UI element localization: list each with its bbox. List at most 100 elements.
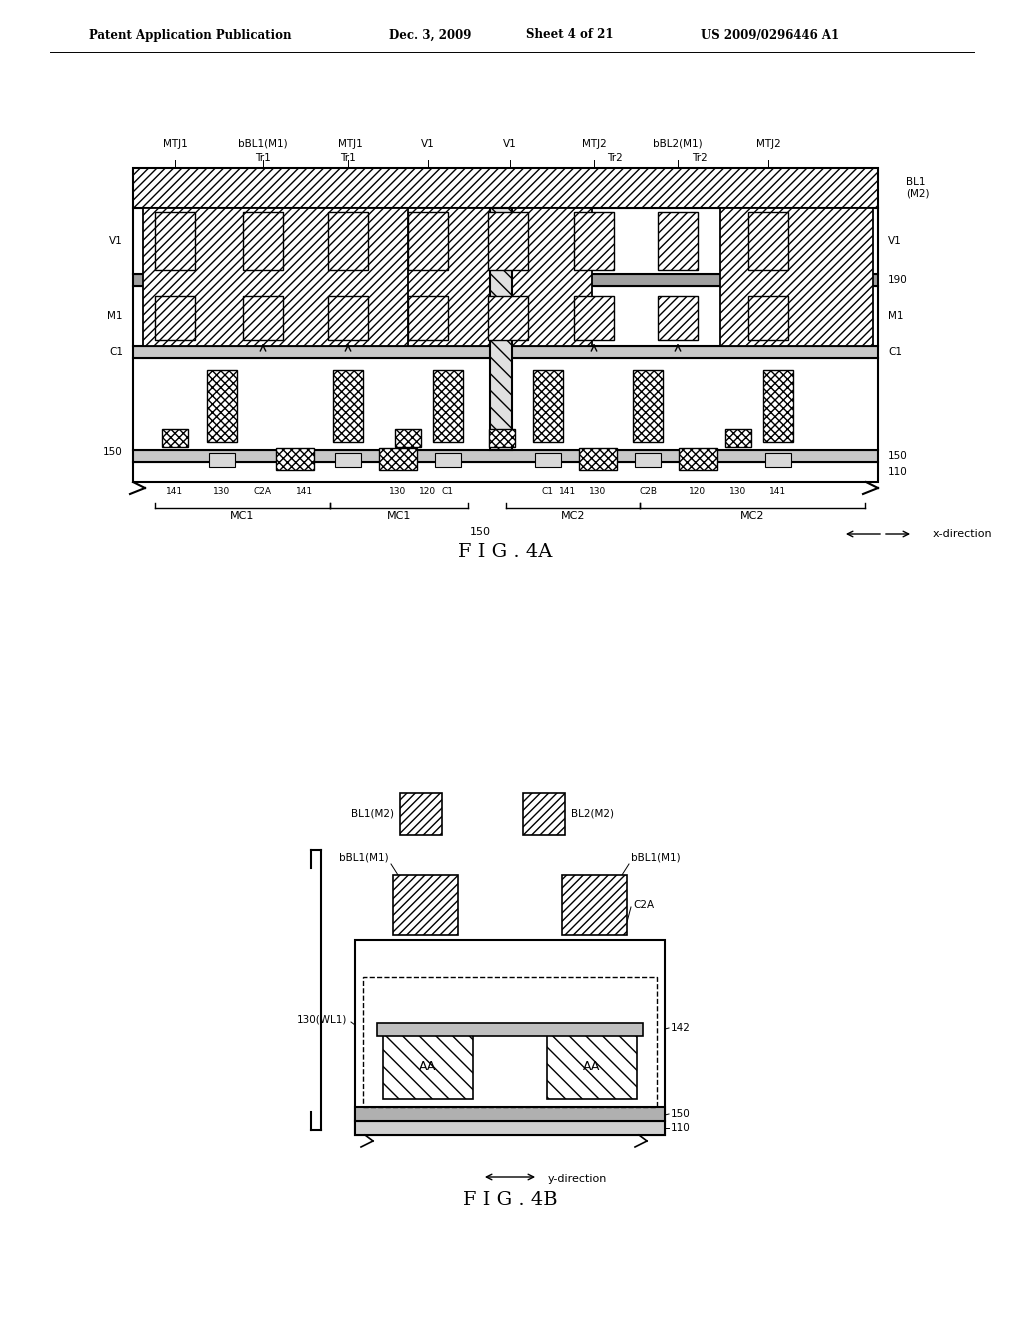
Bar <box>510 209 592 346</box>
Text: 130: 130 <box>389 487 407 496</box>
Text: 150: 150 <box>469 527 490 537</box>
Text: 141: 141 <box>769 487 786 496</box>
Bar <box>547 1034 637 1100</box>
Text: MC1: MC1 <box>230 511 255 521</box>
Bar <box>328 296 368 341</box>
Text: F I G . 4B: F I G . 4B <box>463 1191 557 1209</box>
Bar <box>243 296 283 341</box>
Bar <box>725 429 751 447</box>
Bar <box>393 875 458 935</box>
Text: Patent Application Publication: Patent Application Publication <box>89 29 291 41</box>
Bar <box>133 462 878 482</box>
Text: MTJ2: MTJ2 <box>756 139 780 149</box>
Bar <box>155 296 195 341</box>
Text: y-direction: y-direction <box>548 1173 607 1184</box>
Bar <box>143 209 458 346</box>
Bar <box>408 213 449 271</box>
Text: bBL1(M1): bBL1(M1) <box>239 139 288 149</box>
Text: 130: 130 <box>590 487 606 496</box>
Bar <box>679 447 717 470</box>
Text: Tr1: Tr1 <box>340 153 356 162</box>
Text: 130(WL1): 130(WL1) <box>297 1015 347 1026</box>
Text: Sheet 4 of 21: Sheet 4 of 21 <box>526 29 613 41</box>
Text: MC2: MC2 <box>740 511 765 521</box>
Text: MC2: MC2 <box>561 511 586 521</box>
Bar <box>523 793 565 836</box>
Bar <box>379 447 417 470</box>
Text: 141: 141 <box>559 487 577 496</box>
Bar <box>333 370 362 442</box>
Bar <box>534 370 563 442</box>
Text: C2A: C2A <box>633 900 654 909</box>
Text: 130: 130 <box>213 487 230 496</box>
Text: C2A: C2A <box>254 487 272 496</box>
Bar <box>207 370 237 442</box>
Text: bBL2(M1): bBL2(M1) <box>653 139 702 149</box>
Bar <box>355 1121 665 1135</box>
Text: US 2009/0296446 A1: US 2009/0296446 A1 <box>701 29 839 41</box>
Bar <box>535 453 561 467</box>
Bar <box>133 209 878 275</box>
Text: 130: 130 <box>729 487 746 496</box>
Text: M1: M1 <box>888 312 903 321</box>
Bar <box>488 213 528 271</box>
Bar <box>362 977 657 1107</box>
Text: bBL1(M1): bBL1(M1) <box>631 853 681 863</box>
Bar <box>133 358 878 450</box>
Text: C2B: C2B <box>639 487 657 496</box>
Bar <box>633 370 663 442</box>
Bar <box>133 275 878 286</box>
Text: MTJ1: MTJ1 <box>163 139 187 149</box>
Text: 190: 190 <box>888 275 907 285</box>
Bar <box>355 1107 665 1121</box>
Text: bBL1(M1): bBL1(M1) <box>339 853 389 863</box>
Text: 110: 110 <box>888 467 907 477</box>
Bar <box>574 213 614 271</box>
Bar <box>276 447 314 470</box>
Bar <box>162 429 188 447</box>
Bar <box>433 370 463 442</box>
Text: C1: C1 <box>442 487 454 496</box>
Text: V1: V1 <box>503 139 517 149</box>
Text: C1: C1 <box>109 347 123 356</box>
Bar <box>763 370 793 442</box>
Bar <box>658 213 698 271</box>
Bar <box>488 296 528 341</box>
Text: 110: 110 <box>671 1123 691 1133</box>
Text: V1: V1 <box>110 236 123 246</box>
Bar <box>408 209 490 346</box>
Text: x-direction: x-direction <box>933 529 992 539</box>
Text: MTJ2: MTJ2 <box>582 139 606 149</box>
Bar <box>720 209 873 346</box>
Bar <box>133 168 878 209</box>
Bar <box>765 453 791 467</box>
Text: F I G . 4A: F I G . 4A <box>459 543 553 561</box>
Bar <box>133 286 878 346</box>
Bar <box>209 453 234 467</box>
Text: AA: AA <box>419 1060 436 1073</box>
Bar <box>435 453 461 467</box>
Text: M1: M1 <box>108 312 123 321</box>
Text: 120: 120 <box>420 487 436 496</box>
Bar <box>383 1034 473 1100</box>
Text: V1: V1 <box>421 139 435 149</box>
Bar <box>562 875 627 935</box>
Text: 150: 150 <box>103 447 123 457</box>
Text: 120: 120 <box>689 487 707 496</box>
Text: Tr1: Tr1 <box>255 153 271 162</box>
Text: 150: 150 <box>888 451 907 461</box>
Text: BL1(M2): BL1(M2) <box>351 809 394 818</box>
Text: Tr2: Tr2 <box>692 153 708 162</box>
Bar <box>335 453 361 467</box>
Text: C1: C1 <box>542 487 554 496</box>
Bar <box>579 447 617 470</box>
Text: BL1
(M2): BL1 (M2) <box>906 177 930 199</box>
Text: Dec. 3, 2009: Dec. 3, 2009 <box>389 29 471 41</box>
Text: 150: 150 <box>671 1109 691 1119</box>
Bar <box>243 213 283 271</box>
Text: MC1: MC1 <box>387 511 412 521</box>
Bar <box>328 213 368 271</box>
Text: C1: C1 <box>888 347 902 356</box>
Bar <box>635 453 662 467</box>
Text: 141: 141 <box>167 487 183 496</box>
